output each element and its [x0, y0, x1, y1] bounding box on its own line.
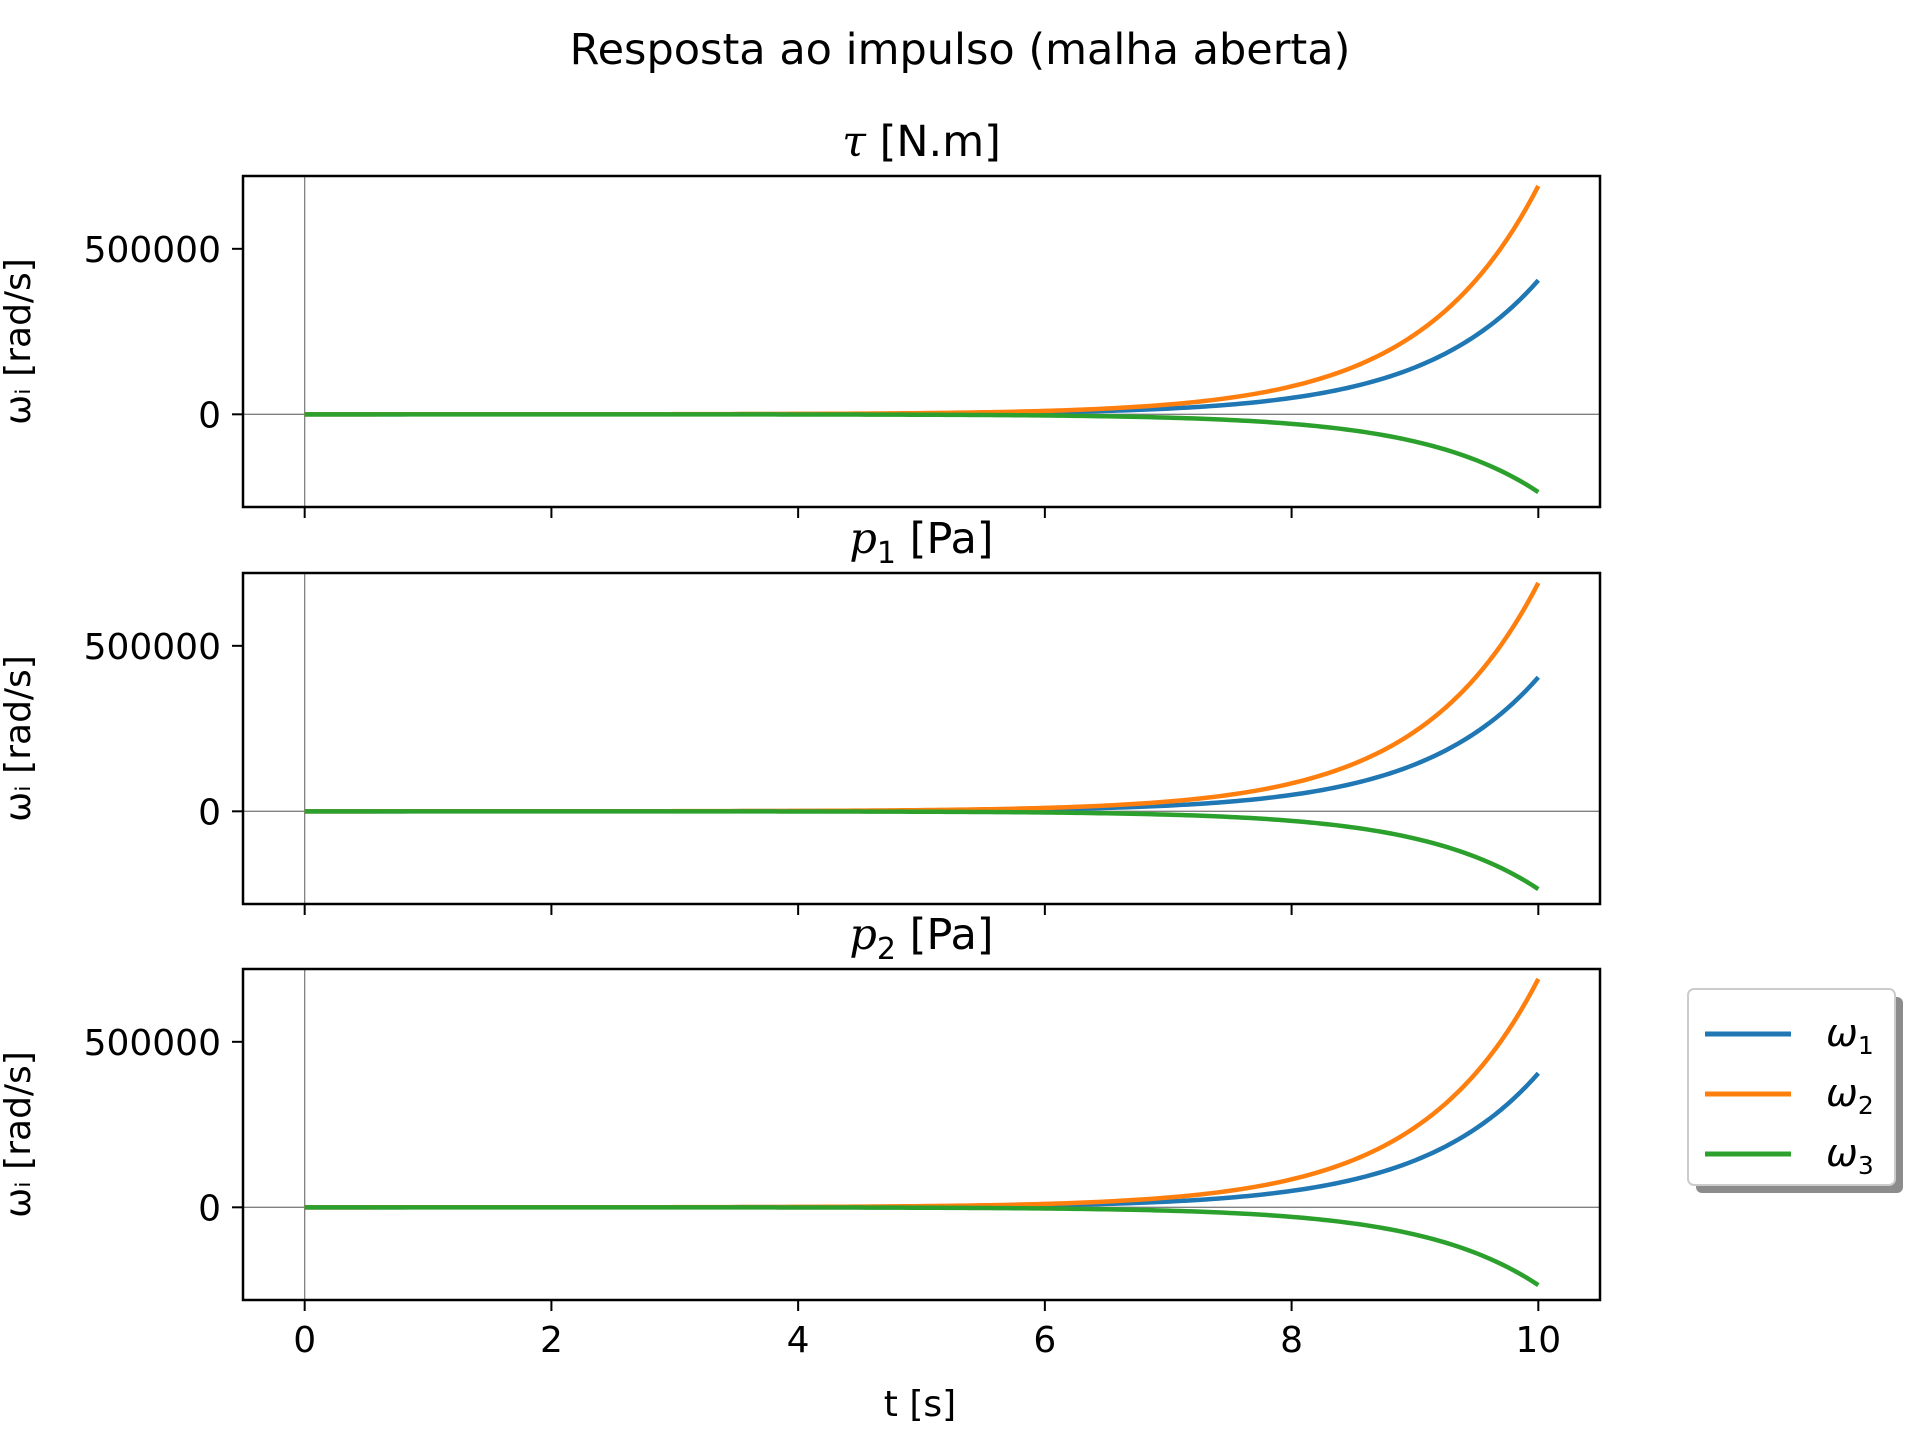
panel-2: 0 500000 ωᵢ [rad/s] p1 [Pa] — [0, 514, 1602, 915]
y-tick-label: 500000 — [84, 627, 221, 668]
x-tick-label: 10 — [1515, 1320, 1561, 1361]
x-tick-label: 6 — [1033, 1320, 1056, 1361]
x-axis-label: t [s] — [884, 1384, 956, 1425]
y-axis-label: ωᵢ [rad/s] — [0, 258, 39, 425]
panel-title: p1 [Pa] — [849, 514, 993, 571]
y-tick-label: 500000 — [84, 230, 221, 271]
x-tick-label: 8 — [1280, 1320, 1303, 1361]
series-line-3 — [304, 1205, 1540, 1288]
x-tick-label: 2 — [540, 1320, 563, 1361]
x-tick-label: 0 — [293, 1320, 316, 1361]
axes-frame — [241, 571, 1602, 906]
panel-3: 0 500000 0 2 4 6 8 10 ωᵢ [rad/s] p2 [Pa] — [0, 910, 1602, 1361]
y-axis-label: ωᵢ [rad/s] — [0, 1051, 39, 1218]
y-tick-label: 0 — [198, 792, 221, 833]
legend-entry-label: ω1 — [1826, 1011, 1874, 1060]
panel-title: p2 [Pa] — [849, 910, 993, 967]
panel-title: τ [N.m] — [842, 117, 1001, 167]
figure-suptitle: Resposta ao impulso (malha aberta) — [570, 25, 1351, 75]
y-tick-label: 0 — [198, 395, 221, 436]
y-axis-label: ωᵢ [rad/s] — [0, 655, 39, 822]
legend-entry-label: ω2 — [1826, 1071, 1874, 1120]
axes-frame — [241, 967, 1602, 1302]
legend-box — [1687, 988, 1896, 1186]
panel-1: 0 500000 ωᵢ [rad/s] τ [N.m] — [0, 117, 1602, 518]
series-line-3 — [304, 809, 1540, 892]
legend: ω1 ω2 ω3 — [1687, 988, 1903, 1193]
y-tick-label: 0 — [198, 1188, 221, 1229]
x-tick-label: 4 — [787, 1320, 810, 1361]
series-line-3 — [304, 412, 1540, 495]
axes-frame — [241, 174, 1602, 509]
y-tick-label: 500000 — [84, 1023, 221, 1064]
panels: 0 500000 ωᵢ [rad/s] τ [N.m] 0 500000 ωᵢ [rad/s… — [0, 117, 1602, 1361]
legend-entry-label: ω3 — [1826, 1131, 1874, 1180]
